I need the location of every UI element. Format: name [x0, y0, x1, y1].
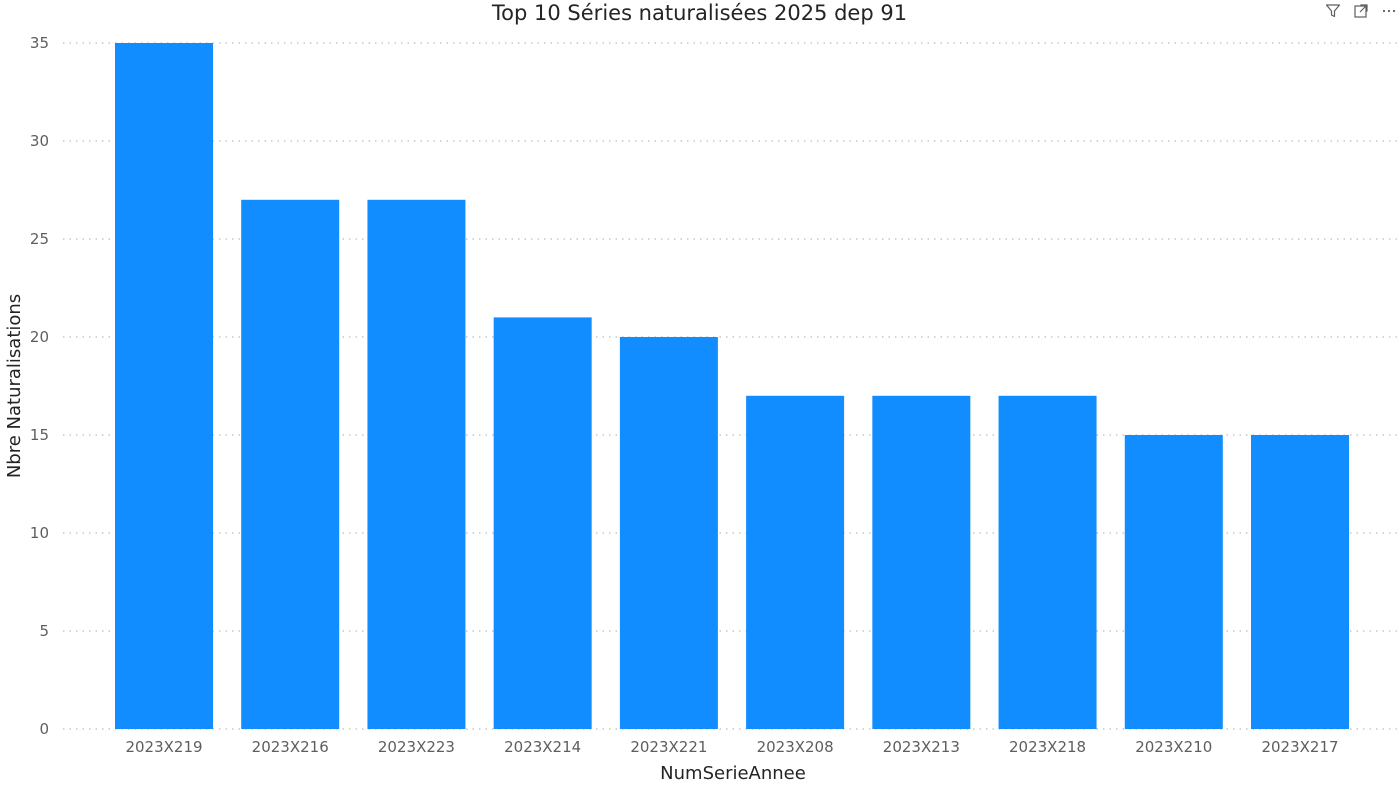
x-tick-label: 2023X213 — [883, 738, 960, 756]
filter-icon[interactable] — [1323, 2, 1343, 20]
chart-title: Top 10 Séries naturalisées 2025 dep 91 — [491, 1, 908, 25]
bar-2023X213[interactable] — [872, 395, 971, 729]
x-tick-label: 2023X221 — [630, 738, 707, 756]
bar-2023X221[interactable] — [619, 337, 718, 729]
x-tick-label: 2023X219 — [125, 738, 202, 756]
x-tick-label: 2023X218 — [1009, 738, 1086, 756]
bar-2023X210[interactable] — [1124, 435, 1223, 729]
focus-mode-icon[interactable] — [1351, 2, 1371, 20]
x-tick-label: 2023X217 — [1261, 738, 1338, 756]
y-tick-label: 5 — [39, 622, 49, 640]
y-tick-label: 25 — [30, 230, 49, 248]
y-tick-label: 30 — [30, 132, 49, 150]
y-tick-label: 15 — [30, 426, 49, 444]
x-tick-label: 2023X223 — [378, 738, 455, 756]
y-axis-ticks: 0 5 10 15 20 25 30 35 — [30, 34, 49, 738]
y-axis-title: Nbre Naturalisations — [4, 294, 25, 478]
y-tick-label: 0 — [39, 720, 49, 738]
visual-header-icons — [1323, 2, 1399, 20]
x-tick-label: 2023X214 — [504, 738, 581, 756]
x-axis-ticks: 2023X219 2023X216 2023X223 2023X214 2023X221… — [125, 738, 1338, 756]
x-tick-label: 2023X216 — [252, 738, 329, 756]
more-options-icon[interactable] — [1379, 2, 1399, 20]
bars — [115, 43, 1349, 730]
y-tick-label: 10 — [30, 524, 49, 542]
bar-2023X223[interactable] — [367, 199, 466, 730]
x-tick-label: 2023X210 — [1135, 738, 1212, 756]
bar-2023X218[interactable] — [998, 395, 1097, 729]
y-tick-label: 20 — [30, 328, 49, 346]
y-tick-label: 35 — [30, 34, 49, 52]
x-axis-title: NumSerieAnnee — [660, 763, 806, 784]
bar-2023X217[interactable] — [1251, 435, 1349, 729]
bar-2023X214[interactable] — [493, 317, 592, 729]
bar-2023X216[interactable] — [241, 199, 340, 730]
bar-2023X208[interactable] — [746, 395, 845, 729]
x-tick-label: 2023X208 — [757, 738, 834, 756]
bar-2023X219[interactable] — [115, 43, 213, 729]
